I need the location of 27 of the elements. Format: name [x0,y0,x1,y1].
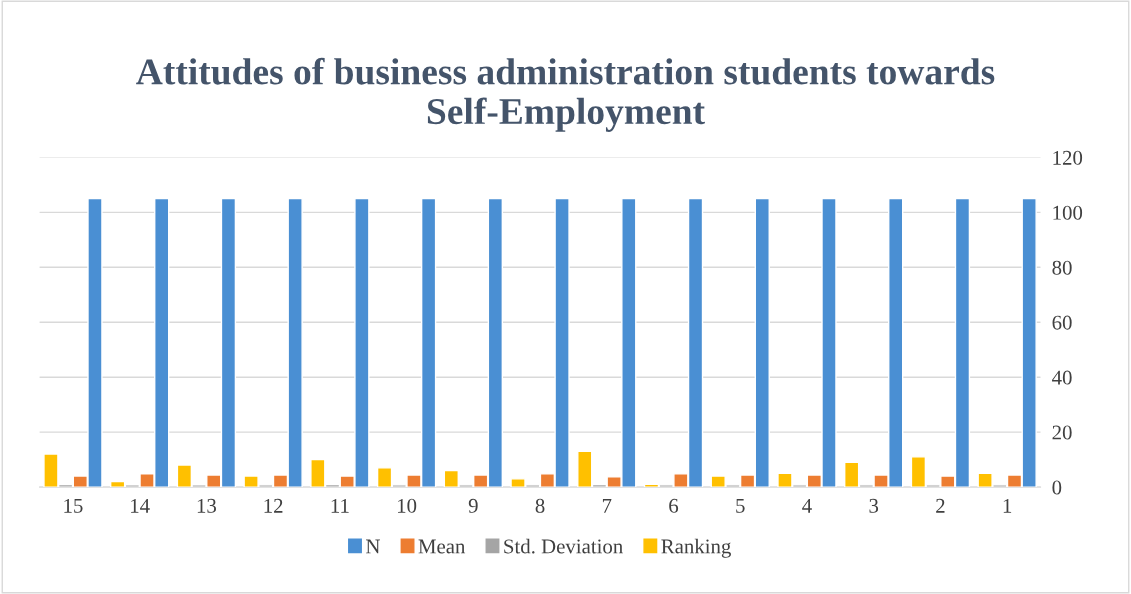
x-tick-label: 13 [197,498,217,513]
x-tick-label: 9 [468,498,478,513]
legend-label: Mean [418,539,466,554]
chart-title: Attitudes of business administration students towards Self-Employment [136,57,995,132]
x-tick-label: 1 [1003,498,1012,513]
y-tick-label: 60 [1052,315,1072,330]
y-tick-label: 120 [1053,150,1083,165]
y-tick-label: 80 [1052,260,1072,275]
legend-label: Std. Deviation [504,538,623,554]
y-tick-label: 40 [1052,370,1072,385]
x-tick-label: 14 [131,498,150,513]
x-tick-label: 11 [331,498,349,513]
x-tick-label: 10 [398,498,417,513]
x-tick-label: 5 [736,499,745,513]
x-tick-label: 15 [64,498,83,513]
x-tick-label: 3 [869,498,879,513]
y-tick-label: 0 [1052,480,1062,495]
x-tick-label: 4 [802,498,812,513]
x-tick-label: 12 [264,498,283,513]
legend-label: Ranking [661,538,731,558]
y-tick-label: 100 [1053,205,1083,220]
legend-label: N [366,539,380,554]
x-tick-label: 6 [669,498,679,513]
y-tick-label: 20 [1052,425,1072,440]
x-tick-label: 7 [602,499,612,513]
x-tick-label: 2 [936,498,945,513]
x-tick-label: 8 [535,498,545,513]
